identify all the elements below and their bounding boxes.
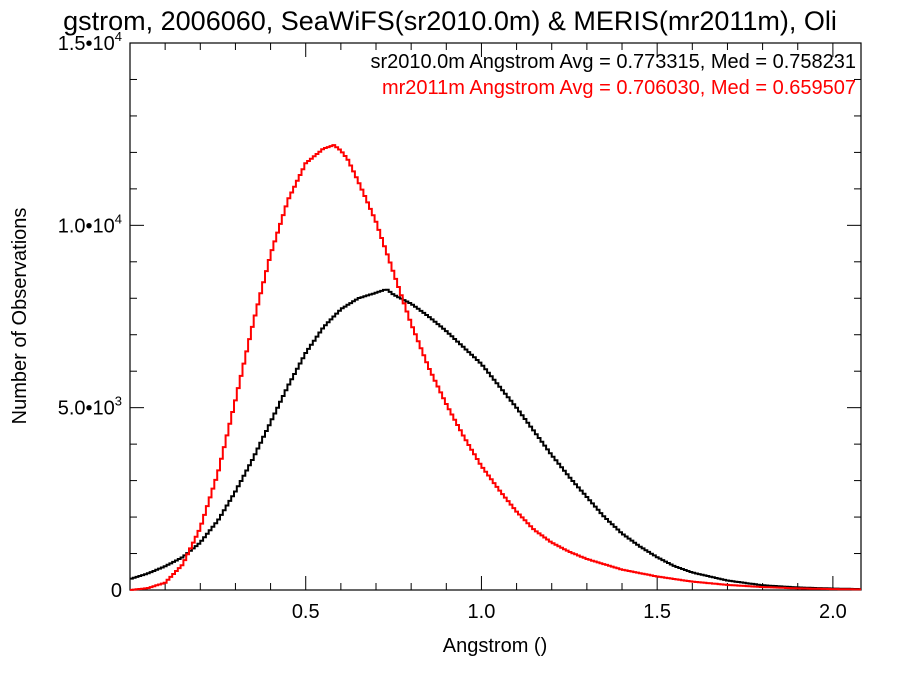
x-tick-label: 1.5 xyxy=(643,601,671,623)
plot-frame xyxy=(129,42,862,591)
y-tick-label: 1.5•104 xyxy=(58,29,122,55)
y-tick-label: 0 xyxy=(111,580,122,602)
y-tick-label: 1.0•104 xyxy=(58,211,122,237)
x-tick-label: 1.0 xyxy=(468,601,496,623)
legend-entry-sr2010: sr2010.0m Angstrom Avg = 0.773315, Med =… xyxy=(370,51,856,73)
series-layer xyxy=(130,144,861,591)
x-axis-ticks: 0.5 1.0 1.5 2.0 xyxy=(164,43,847,623)
x-tick-label: 0.5 xyxy=(292,601,320,623)
chart-title: gstrom, 2006060, SeaWiFS(sr2010.0m) & ME… xyxy=(63,6,837,36)
y-axis-ticks: 0 5.0•103 1.0•104 1.5•104 xyxy=(58,29,861,602)
y-axis-label: Number of Observations xyxy=(9,208,31,425)
series-line-mr2011m xyxy=(130,144,861,591)
x-axis-label: Angstrom () xyxy=(443,635,547,657)
legend-entry-mr2011: mr2011m Angstrom Avg = 0.706030, Med = 0… xyxy=(382,77,856,99)
y-tick-label: 5.0•103 xyxy=(58,394,122,420)
series-line-sr2010.0m xyxy=(130,288,861,591)
x-tick-label: 2.0 xyxy=(819,601,847,623)
